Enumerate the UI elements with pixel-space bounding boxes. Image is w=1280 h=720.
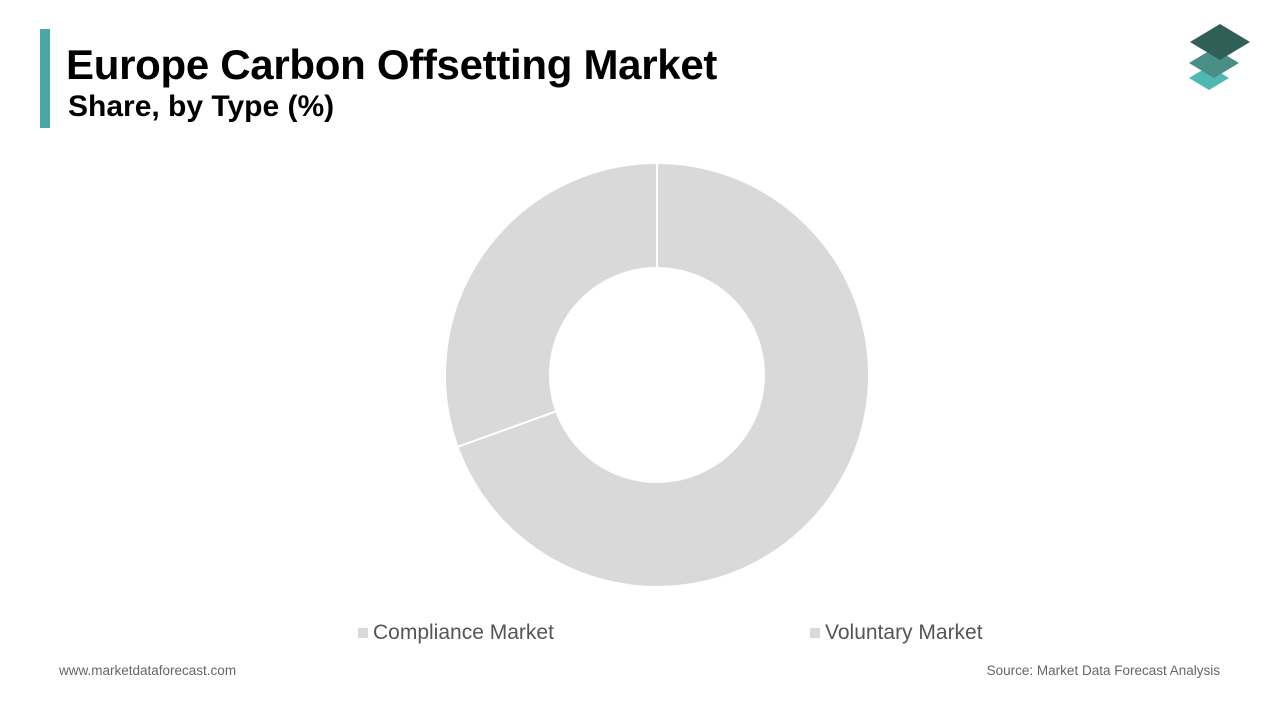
stacked-layers-logo-icon (1189, 24, 1250, 90)
legend-label: Compliance Market (373, 621, 554, 644)
chart-legend: Compliance Market Voluntary Market (0, 619, 1280, 647)
footer-website: www.marketdataforecast.com (59, 663, 237, 678)
title-accent-bar (40, 29, 50, 128)
chart-title: Europe Carbon Offsetting Market (66, 41, 718, 88)
logo-layer-top (1190, 24, 1250, 60)
legend-swatch (810, 628, 820, 638)
donut-slice-compliance-market (444, 161, 658, 449)
chart-subtitle: Share, by Type (%) (68, 90, 335, 123)
legend-swatch (358, 628, 368, 638)
donut-slice-voluntary-market (456, 161, 870, 588)
donut-chart (444, 161, 870, 588)
legend-label: Voluntary Market (825, 621, 983, 644)
legend-item-compliance: Compliance Market (358, 619, 554, 647)
footer-source: Source: Market Data Forecast Analysis (986, 663, 1220, 678)
legend-item-voluntary: Voluntary Market (810, 619, 983, 647)
